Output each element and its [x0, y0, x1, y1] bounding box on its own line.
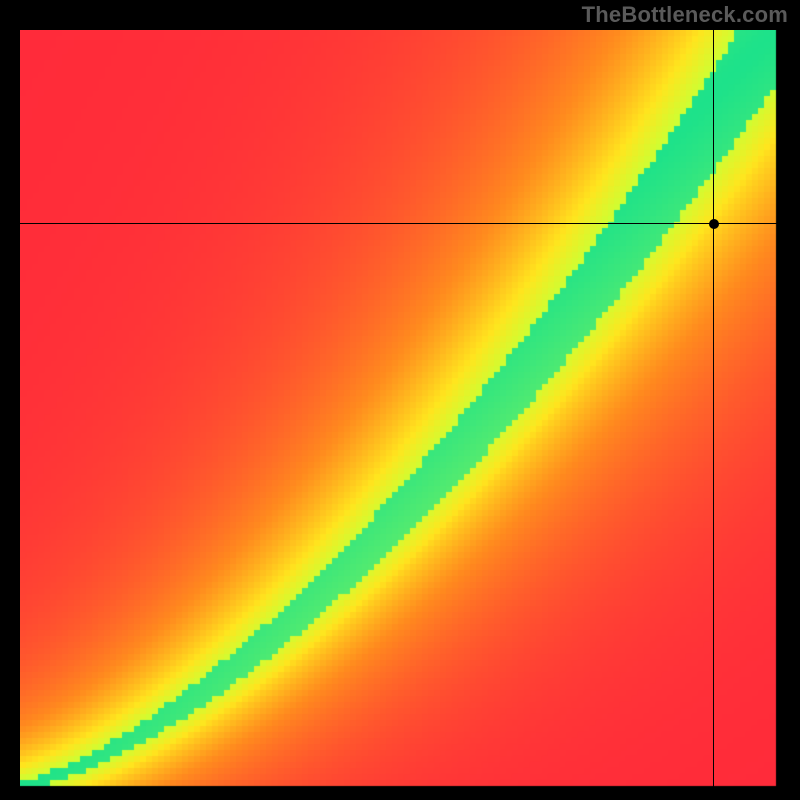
- watermark-text: TheBottleneck.com: [582, 2, 788, 28]
- crosshair-horizontal: [20, 223, 780, 224]
- heatmap-canvas: [20, 30, 780, 790]
- chart-container: TheBottleneck.com: [0, 0, 800, 800]
- crosshair-vertical: [713, 30, 714, 790]
- crosshair-marker[interactable]: [709, 219, 719, 229]
- plot-area: [20, 30, 780, 790]
